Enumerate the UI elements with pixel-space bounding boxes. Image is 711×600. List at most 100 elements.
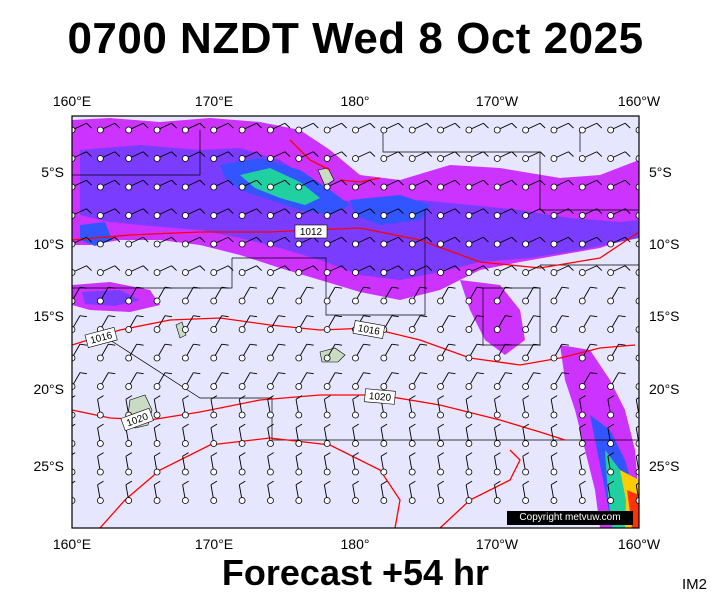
wind-barb: [267, 395, 274, 419]
wind-barb: [323, 315, 343, 333]
wind-barb: [380, 372, 399, 390]
wind-barb: [437, 395, 444, 419]
lat-label: 25°S: [649, 458, 680, 474]
lat-label: 5°S: [41, 164, 64, 180]
wind-barb: [635, 326, 639, 333]
wind-barb: [210, 151, 234, 162]
wind-barb: [352, 286, 371, 305]
wind-barb: [550, 343, 569, 362]
wind-barb: [267, 122, 291, 134]
wind-barb: [238, 343, 258, 362]
wind-barb: [153, 452, 161, 476]
wind-barb: [153, 395, 161, 419]
wind-barb: [210, 452, 218, 476]
wind-barb: [465, 151, 489, 162]
wind-barb: [96, 372, 116, 390]
wind-barb: [437, 315, 456, 333]
wind-barb: [437, 480, 444, 504]
wind-barb: [578, 372, 598, 390]
wind-barb: [380, 286, 399, 305]
wind-barb: [352, 395, 359, 419]
wind-barb: [380, 122, 404, 134]
wind-barb: [437, 372, 456, 390]
wind-barb: [238, 395, 246, 419]
lon-label: 160°E: [53, 93, 91, 109]
wind-barb: [408, 236, 433, 248]
wind-barb: [550, 236, 574, 248]
wind-barb: [380, 236, 404, 248]
wind-barb: [295, 208, 319, 219]
wind-barb: [295, 286, 314, 305]
lat-label: 20°S: [649, 381, 680, 397]
wind-barb: [125, 265, 149, 276]
wind-barb: [607, 208, 631, 219]
isobar-label: 1016: [84, 326, 118, 349]
wind-barb: [408, 372, 428, 390]
wind-barb: [72, 122, 92, 134]
wind-barb: [210, 343, 229, 362]
wind-barb: [607, 286, 626, 305]
wind-barb: [72, 151, 92, 162]
wind-barb: [550, 122, 574, 134]
wind-barb: [153, 480, 161, 504]
wind-barb: [493, 372, 513, 390]
wind-barb: [437, 208, 461, 219]
wind-barb: [380, 480, 388, 504]
wind-barb: [578, 286, 598, 305]
boundary-lines: [72, 130, 639, 441]
wind-barb: [238, 151, 262, 162]
wind-barb: [493, 480, 501, 504]
wind-barb: [465, 315, 484, 333]
wind-barb: [408, 315, 428, 333]
wind-barb: [408, 395, 416, 419]
wind-barb: [493, 122, 518, 134]
wind-barb: [125, 480, 133, 504]
lon-label: 170°W: [476, 536, 519, 552]
lat-label: 10°S: [649, 236, 680, 252]
wind-barb: [125, 343, 144, 362]
wind-barb: [323, 452, 331, 476]
wind-barb: [493, 423, 501, 447]
wind-barb: [72, 208, 92, 219]
wind-barb: [125, 122, 149, 134]
wind-barb: [380, 179, 404, 191]
wind-barb: [465, 208, 489, 219]
wind-barb: [72, 286, 87, 305]
wind-barb: [323, 151, 348, 162]
wind-barb: [465, 343, 484, 362]
isobar-labels: 1012 1016 1016 1020 1020: [84, 224, 396, 432]
wind-barb: [210, 265, 234, 276]
wind-barb: [352, 236, 376, 248]
wind-barb: [181, 395, 189, 419]
wind-barb: [493, 286, 513, 305]
wind-barb: [635, 240, 639, 248]
wind-barb: [380, 452, 388, 476]
wind-barb: [238, 480, 246, 504]
wind-barb: [522, 315, 541, 333]
wind-barb: [210, 179, 234, 191]
wind-barb: [210, 122, 234, 134]
wind-barb: [578, 452, 586, 476]
bottom-axis-labels: 160°E 170°E 180° 170°W 160°W: [53, 536, 661, 552]
wind-barb: [96, 343, 116, 362]
wind-barbs: [72, 122, 639, 504]
wind-barb: [267, 423, 274, 447]
wind-barb: [607, 452, 615, 476]
wind-barb: [153, 372, 173, 390]
wind-barb: [635, 383, 639, 390]
wind-barb: [210, 372, 229, 390]
wind-barb: [465, 452, 473, 476]
wind-barb: [96, 286, 116, 305]
wind-barb: [493, 315, 513, 333]
forecast-label: Forecast +54 hr: [221, 552, 490, 593]
wind-barb: [607, 179, 631, 191]
wind-barb: [267, 286, 286, 305]
wind-barb: [607, 315, 626, 333]
wind-barb: [550, 480, 558, 504]
wind-barb: [408, 208, 433, 219]
wind-barb: [295, 236, 319, 248]
wind-barb: [522, 480, 530, 504]
wind-barb: [522, 423, 530, 447]
wind-barb: [522, 122, 546, 134]
wind-barb: [125, 236, 149, 248]
